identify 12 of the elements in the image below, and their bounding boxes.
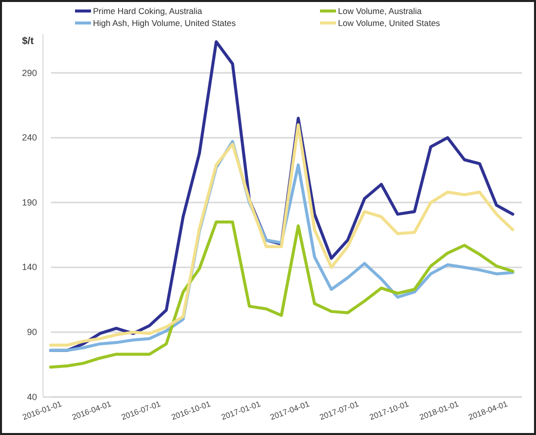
y-tick-label: 190 (22, 197, 37, 208)
legend-label: Low Volume, Australia (338, 6, 422, 16)
y-tick-label: 140 (22, 262, 37, 272)
y-tick-label: 90 (26, 327, 37, 338)
y-tick-label: 40 (26, 392, 37, 402)
legend-label: Prime Hard Coking, Australia (93, 6, 202, 16)
y-tick-label: 290 (22, 68, 37, 78)
legend-label: Low Volume, United States (338, 18, 440, 28)
y-axis-title: $/t (22, 36, 34, 47)
legend-label: High Ash, High Volume, United States (93, 18, 236, 28)
y-tick-label: 240 (22, 132, 37, 143)
line-series (49, 220, 514, 369)
